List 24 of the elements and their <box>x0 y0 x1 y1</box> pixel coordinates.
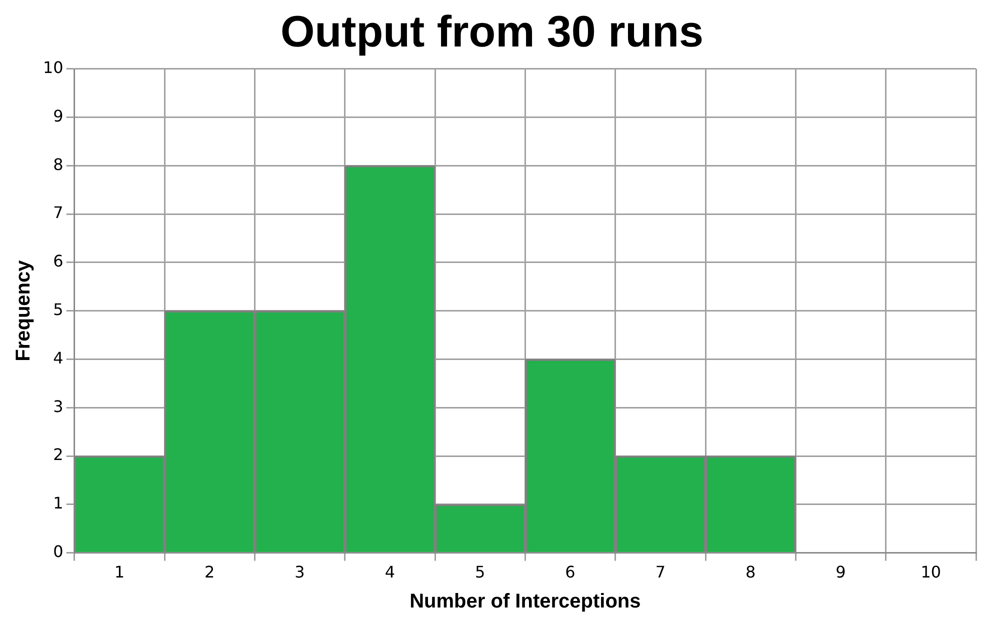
x-tick-label: 9 <box>836 562 846 582</box>
y-tick-label: 9 <box>53 106 64 126</box>
y-tick-label: 10 <box>43 58 64 77</box>
x-tick-label: 10 <box>920 562 942 582</box>
x-tick-label: 7 <box>655 562 666 582</box>
chart-title: Output from 30 runs <box>280 8 704 57</box>
x-tick-label: 6 <box>565 562 576 582</box>
y-tick-label: 7 <box>53 203 64 222</box>
x-axis-title: Number of Interceptions <box>410 590 641 613</box>
x-tick-label: 4 <box>384 562 396 582</box>
y-tick-label: 8 <box>53 154 64 174</box>
y-tick-label: 0 <box>53 542 64 561</box>
x-tick-label: 2 <box>204 562 215 582</box>
y-tick-label: 3 <box>53 396 64 416</box>
x-tick-label: 1 <box>114 562 125 582</box>
y-tick-label: 4 <box>53 348 64 368</box>
y-tick-label: 5 <box>53 300 64 319</box>
y-axis-title: Frequency <box>12 259 35 362</box>
y-tick-label: 2 <box>53 445 64 464</box>
y-tick-label: 1 <box>53 494 64 513</box>
y-tick-label: 6 <box>53 252 64 271</box>
x-tick-label: 8 <box>745 562 756 582</box>
x-tick-label: 3 <box>294 562 305 582</box>
x-tick-label: 5 <box>475 562 486 582</box>
